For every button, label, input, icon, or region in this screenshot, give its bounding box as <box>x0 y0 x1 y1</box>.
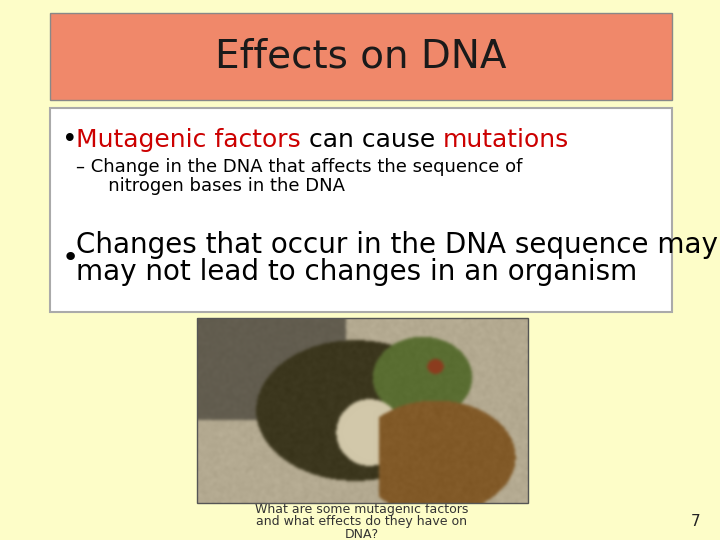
Text: What are some mutagenic factors: What are some mutagenic factors <box>256 503 469 516</box>
Text: •: • <box>62 127 78 153</box>
Text: •: • <box>62 245 79 273</box>
FancyBboxPatch shape <box>50 13 672 100</box>
Text: can cause: can cause <box>301 128 443 152</box>
Text: – Change in the DNA that affects the sequence of: – Change in the DNA that affects the seq… <box>76 158 523 176</box>
Text: may not lead to changes in an organism: may not lead to changes in an organism <box>76 258 637 286</box>
Text: Mutagenic factors: Mutagenic factors <box>76 128 301 152</box>
Text: mutations: mutations <box>443 128 570 152</box>
Text: DNA?: DNA? <box>345 528 379 540</box>
FancyBboxPatch shape <box>50 108 672 312</box>
Text: and what effects do they have on: and what effects do they have on <box>256 516 467 529</box>
Text: 7: 7 <box>691 515 701 530</box>
Text: nitrogen bases in the DNA: nitrogen bases in the DNA <box>91 177 345 195</box>
Text: Changes that occur in the DNA sequence may or: Changes that occur in the DNA sequence m… <box>76 231 720 259</box>
Text: Effects on DNA: Effects on DNA <box>215 37 507 76</box>
